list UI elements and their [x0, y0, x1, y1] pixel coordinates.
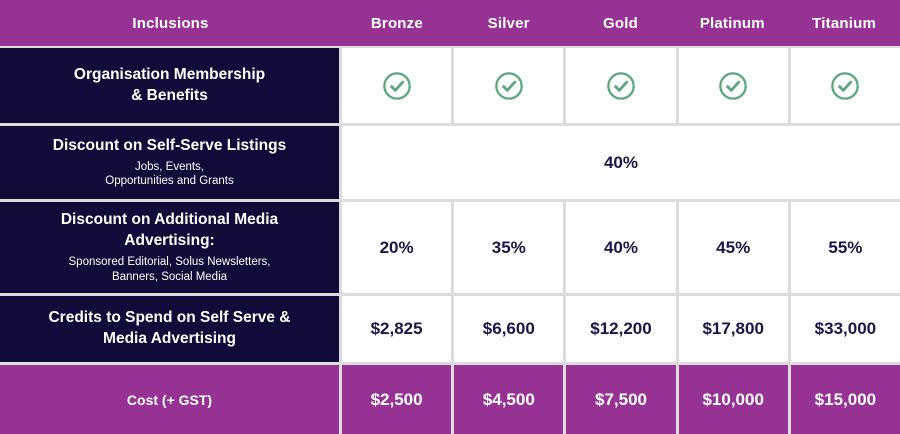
header-tier-bronze: Bronze — [370, 14, 423, 32]
credits-titanium: $33,000 — [790, 296, 900, 362]
membership-cell-titanium — [790, 48, 900, 123]
row-label-selfserve-discount: Discount on Self-Serve Listings Jobs, Ev… — [0, 126, 339, 199]
header-tier-platinum: Platinum — [699, 14, 765, 32]
media-discount-platinum: 45% — [678, 202, 788, 293]
membership-cell-bronze — [342, 48, 452, 123]
cost-bronze: $2,500 — [342, 365, 452, 434]
membership-cell-gold — [566, 48, 676, 123]
check-circle-icon — [495, 71, 523, 100]
row-label-membership: Organisation Membership & Benefits — [0, 48, 339, 123]
row-label-title: Discount on Additional Media Advertising… — [60, 211, 279, 250]
media-discount-silver: 35% — [454, 202, 564, 293]
table-body: Organisation Membership & Benefits — [0, 48, 900, 434]
row-label-media-discount: Discount on Additional Media Advertising… — [0, 202, 339, 293]
membership-cell-silver — [454, 48, 564, 123]
check-circle-icon — [831, 71, 860, 100]
row-label-subtitle: Jobs, Events, Opportunities and Grants — [105, 160, 234, 188]
header-tier-gold: Gold — [603, 14, 638, 32]
row-label-credits: Credits to Spend on Self Serve & Media A… — [0, 296, 339, 362]
cost-silver: $4,500 — [454, 365, 564, 434]
header-tier-silver: Silver — [487, 14, 530, 32]
media-discount-titanium: 55% — [790, 202, 900, 293]
media-discount-gold: 40% — [566, 202, 676, 293]
selfserve-discount-all-tiers: 40% — [342, 126, 900, 199]
row-label-title: Organisation Membership & Benefits — [73, 65, 266, 104]
credits-gold: $12,200 — [566, 296, 676, 362]
cost-titanium: $15,000 — [790, 365, 900, 434]
table-header-row: Inclusions Bronze Silver Gold Platinum T… — [0, 0, 900, 46]
check-circle-icon — [719, 71, 747, 100]
cost-gold: $7,500 — [566, 365, 676, 434]
row-label-cost: Cost (+ GST) — [0, 365, 339, 434]
membership-cell-platinum — [678, 48, 788, 123]
credits-bronze: $2,825 — [342, 296, 452, 362]
credits-platinum: $17,800 — [678, 296, 788, 362]
credits-silver: $6,600 — [454, 296, 564, 362]
check-circle-icon — [382, 71, 411, 100]
cost-platinum: $10,000 — [678, 365, 788, 434]
check-circle-icon — [607, 71, 635, 100]
header-inclusions: Inclusions — [132, 14, 209, 32]
row-label-title: Credits to Spend on Self Serve & Media A… — [48, 309, 291, 347]
row-label-subtitle: Sponsored Editorial, Solus Newsletters, … — [68, 255, 271, 283]
header-tier-titanium: Titanium — [812, 14, 876, 32]
media-discount-bronze: 20% — [342, 202, 452, 293]
row-label-title: Discount on Self-Serve Listings — [52, 136, 287, 154]
